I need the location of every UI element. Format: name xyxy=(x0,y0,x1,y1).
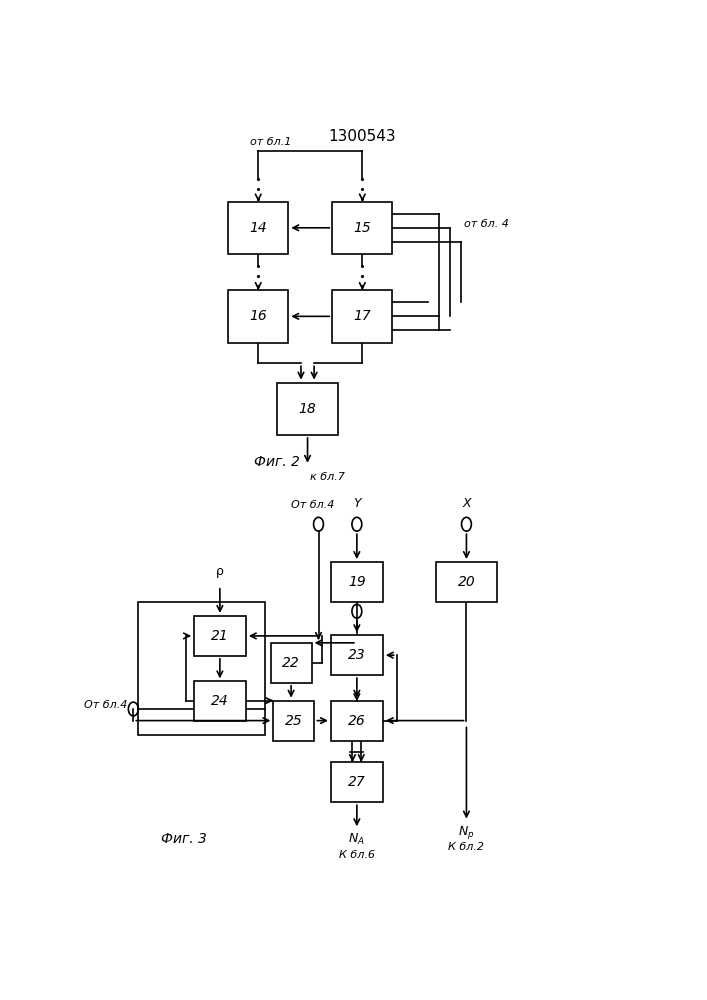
Text: ρ: ρ xyxy=(216,565,224,578)
Bar xyxy=(228,202,288,254)
Bar xyxy=(332,202,392,254)
Text: X: X xyxy=(462,497,471,510)
Text: 18: 18 xyxy=(298,402,317,416)
Text: 14: 14 xyxy=(250,221,267,235)
Bar xyxy=(194,616,246,656)
Text: 24: 24 xyxy=(211,694,229,708)
Bar xyxy=(331,762,383,802)
Bar xyxy=(277,383,338,435)
Text: 23: 23 xyxy=(348,648,366,662)
Text: К бл.6: К бл.6 xyxy=(339,850,375,860)
Text: 22: 22 xyxy=(282,656,300,670)
Bar xyxy=(331,562,383,602)
Text: К бл.2: К бл.2 xyxy=(448,842,484,852)
Text: 27: 27 xyxy=(348,775,366,789)
Text: $N_p$: $N_p$ xyxy=(458,824,474,841)
Text: 15: 15 xyxy=(354,221,371,235)
Bar xyxy=(436,562,496,602)
Bar xyxy=(332,290,392,343)
Text: 17: 17 xyxy=(354,309,371,323)
Text: 21: 21 xyxy=(211,629,229,643)
Bar xyxy=(274,701,315,741)
Text: Фиг. 3: Фиг. 3 xyxy=(161,832,207,846)
Bar xyxy=(228,290,288,343)
Bar xyxy=(139,602,265,735)
Text: $N_A$: $N_A$ xyxy=(349,831,366,847)
Text: 19: 19 xyxy=(348,575,366,589)
Text: Фиг. 2: Фиг. 2 xyxy=(255,455,300,469)
Text: 16: 16 xyxy=(250,309,267,323)
Text: Y: Y xyxy=(353,497,361,510)
Text: от бл.1: от бл.1 xyxy=(250,137,291,147)
Text: к бл.7: к бл.7 xyxy=(310,472,345,482)
Text: 26: 26 xyxy=(348,714,366,728)
Text: от бл. 4: от бл. 4 xyxy=(464,219,508,229)
Bar xyxy=(331,635,383,675)
Text: От бл.4: От бл.4 xyxy=(84,700,128,710)
Text: 1300543: 1300543 xyxy=(329,129,396,144)
Text: 25: 25 xyxy=(285,714,303,728)
Bar xyxy=(194,681,246,721)
Text: 20: 20 xyxy=(457,575,475,589)
Text: От бл.4: От бл.4 xyxy=(291,500,334,510)
Bar xyxy=(331,701,383,741)
Bar xyxy=(271,643,312,683)
